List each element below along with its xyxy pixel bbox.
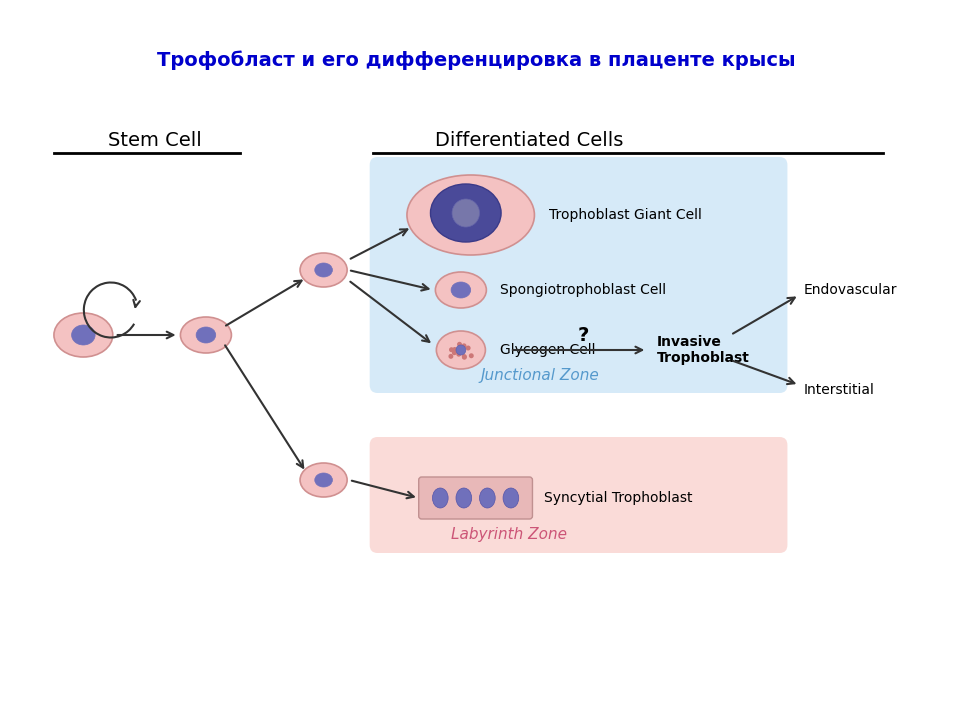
Circle shape — [452, 350, 457, 355]
Ellipse shape — [180, 317, 231, 353]
Circle shape — [448, 354, 453, 359]
Ellipse shape — [196, 327, 216, 343]
Ellipse shape — [72, 325, 95, 345]
Text: Labyrinth Zone: Labyrinth Zone — [451, 528, 567, 542]
Ellipse shape — [300, 253, 348, 287]
Ellipse shape — [436, 272, 487, 308]
Text: Trophoblast Giant Cell: Trophoblast Giant Cell — [549, 208, 702, 222]
Ellipse shape — [451, 282, 470, 298]
FancyBboxPatch shape — [370, 437, 787, 553]
Ellipse shape — [407, 175, 535, 255]
Circle shape — [456, 351, 461, 356]
Text: Invasive
Trophoblast: Invasive Trophoblast — [657, 335, 750, 365]
Text: Stem Cell: Stem Cell — [108, 130, 202, 150]
Circle shape — [456, 345, 466, 355]
Circle shape — [462, 355, 467, 360]
Ellipse shape — [479, 488, 495, 508]
Ellipse shape — [300, 463, 348, 497]
Ellipse shape — [315, 473, 332, 487]
Ellipse shape — [432, 488, 448, 508]
Circle shape — [457, 342, 462, 347]
Circle shape — [452, 199, 479, 227]
Ellipse shape — [54, 313, 112, 357]
FancyBboxPatch shape — [370, 157, 787, 393]
Ellipse shape — [430, 184, 501, 242]
Circle shape — [466, 346, 470, 351]
Text: Differentiated Cells: Differentiated Cells — [435, 130, 624, 150]
Text: Glycogen Cell: Glycogen Cell — [500, 343, 595, 357]
Ellipse shape — [315, 263, 332, 277]
Circle shape — [462, 343, 467, 348]
Text: Junctional Zone: Junctional Zone — [481, 367, 599, 382]
Text: Трофобласт и его дифференцировка в плаценте крысы: Трофобласт и его дифференцировка в плаце… — [156, 50, 796, 70]
Circle shape — [462, 354, 467, 359]
Text: Interstitial: Interstitial — [804, 383, 875, 397]
Text: Endovascular: Endovascular — [804, 283, 898, 297]
Text: Syncytial Trophoblast: Syncytial Trophoblast — [544, 491, 693, 505]
Circle shape — [452, 347, 457, 352]
Ellipse shape — [437, 331, 486, 369]
Circle shape — [468, 354, 474, 359]
Circle shape — [449, 347, 454, 352]
Ellipse shape — [503, 488, 518, 508]
Ellipse shape — [456, 488, 471, 508]
Text: Spongiotrophoblast Cell: Spongiotrophoblast Cell — [500, 283, 666, 297]
FancyBboxPatch shape — [419, 477, 533, 519]
Text: ?: ? — [578, 325, 589, 344]
